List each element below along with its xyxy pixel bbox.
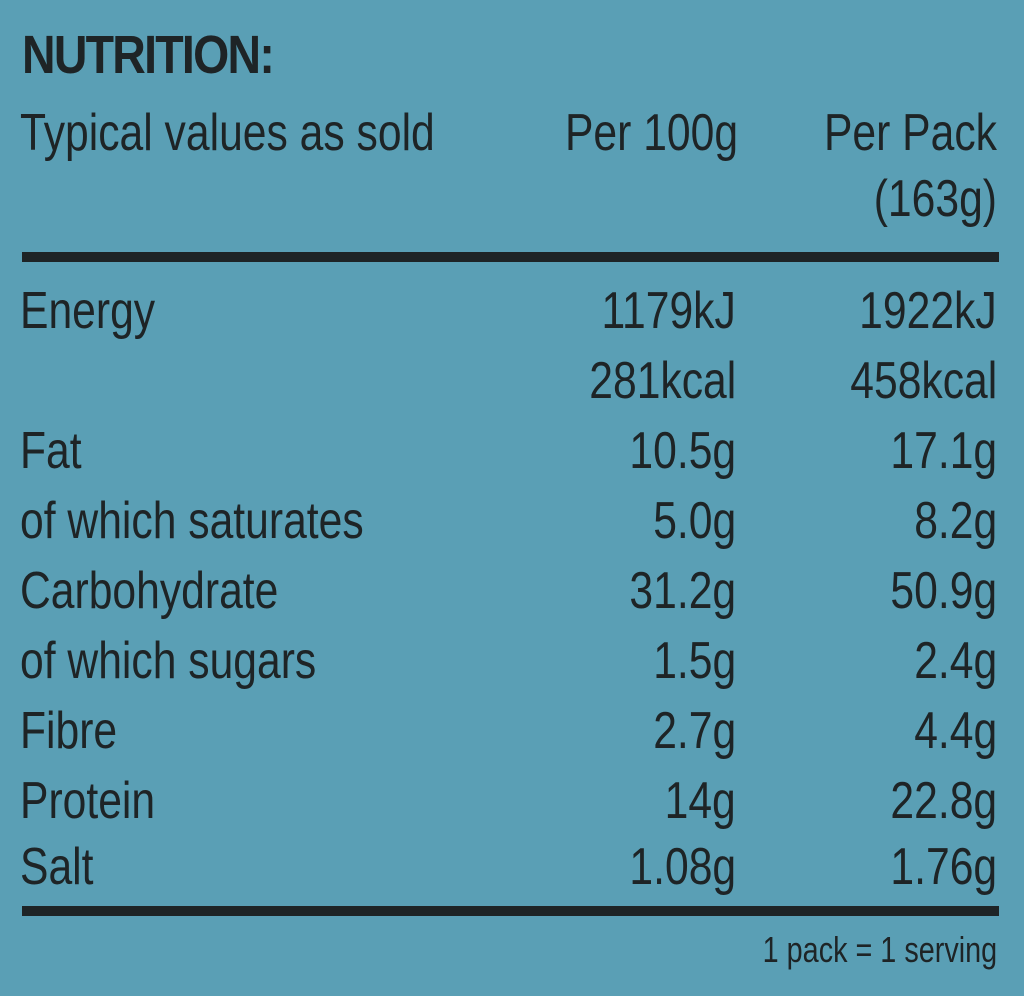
row-per-100g: 5.0g	[653, 492, 736, 550]
row-per-pack: 2.4g	[914, 632, 997, 690]
row-label: Protein	[20, 772, 156, 830]
row-per-pack: 22.8g	[890, 772, 997, 830]
row-per-100g: 1179kJ	[601, 282, 736, 340]
row-per-pack: 4.4g	[914, 702, 997, 760]
table-row-carbohydrate: Carbohydrate 31.2g 50.9g	[0, 556, 1024, 626]
row-per-pack: 50.9g	[890, 562, 997, 620]
row-per-100g: 281kcal	[589, 352, 736, 410]
header-per-pack-line2: (163g)	[873, 170, 997, 228]
table-row-energy-kj: Energy 1179kJ 1922kJ	[0, 276, 1024, 346]
serving-footnote: 1 pack = 1 serving	[762, 929, 997, 970]
row-label: Carbohydrate	[20, 562, 279, 620]
row-label: Fibre	[20, 702, 118, 760]
top-divider	[22, 252, 999, 262]
table-row-sugars: of which sugars 1.5g 2.4g	[0, 626, 1024, 696]
row-label: of which saturates	[20, 492, 364, 550]
row-per-100g: 2.7g	[653, 702, 736, 760]
row-label: of which sugars	[20, 632, 317, 690]
row-per-pack: 1922kJ	[859, 282, 997, 340]
row-label: Fat	[20, 422, 82, 480]
row-label: Salt	[20, 838, 94, 896]
row-per-pack: 17.1g	[890, 422, 997, 480]
panel-title: NUTRITION:	[22, 25, 275, 85]
row-per-100g: 31.2g	[629, 562, 736, 620]
table-row-fat: Fat 10.5g 17.1g	[0, 416, 1024, 486]
row-per-100g: 14g	[664, 772, 736, 830]
table-row-salt: Salt 1.08g 1.76g	[0, 832, 1024, 902]
header-per-pack: Per Pack (163g)	[824, 100, 997, 232]
header-per-pack-line1: Per Pack	[823, 104, 997, 162]
table-row-protein: Protein 14g 22.8g	[0, 766, 1024, 836]
row-per-100g: 1.08g	[629, 838, 736, 896]
row-per-pack: 8.2g	[914, 492, 997, 550]
header-label: Typical values as sold	[20, 104, 435, 162]
table-row-saturates: of which saturates 5.0g 8.2g	[0, 486, 1024, 556]
row-label: Energy	[20, 282, 156, 340]
table-row-fibre: Fibre 2.7g 4.4g	[0, 696, 1024, 766]
row-per-pack: 1.76g	[890, 838, 997, 896]
bottom-divider	[22, 906, 999, 916]
header-per-100g: Per 100g	[564, 104, 738, 162]
row-per-100g: 1.5g	[653, 632, 736, 690]
row-per-100g: 10.5g	[629, 422, 736, 480]
row-per-pack: 458kcal	[850, 352, 997, 410]
table-row-energy-kcal: 281kcal 458kcal	[0, 346, 1024, 416]
